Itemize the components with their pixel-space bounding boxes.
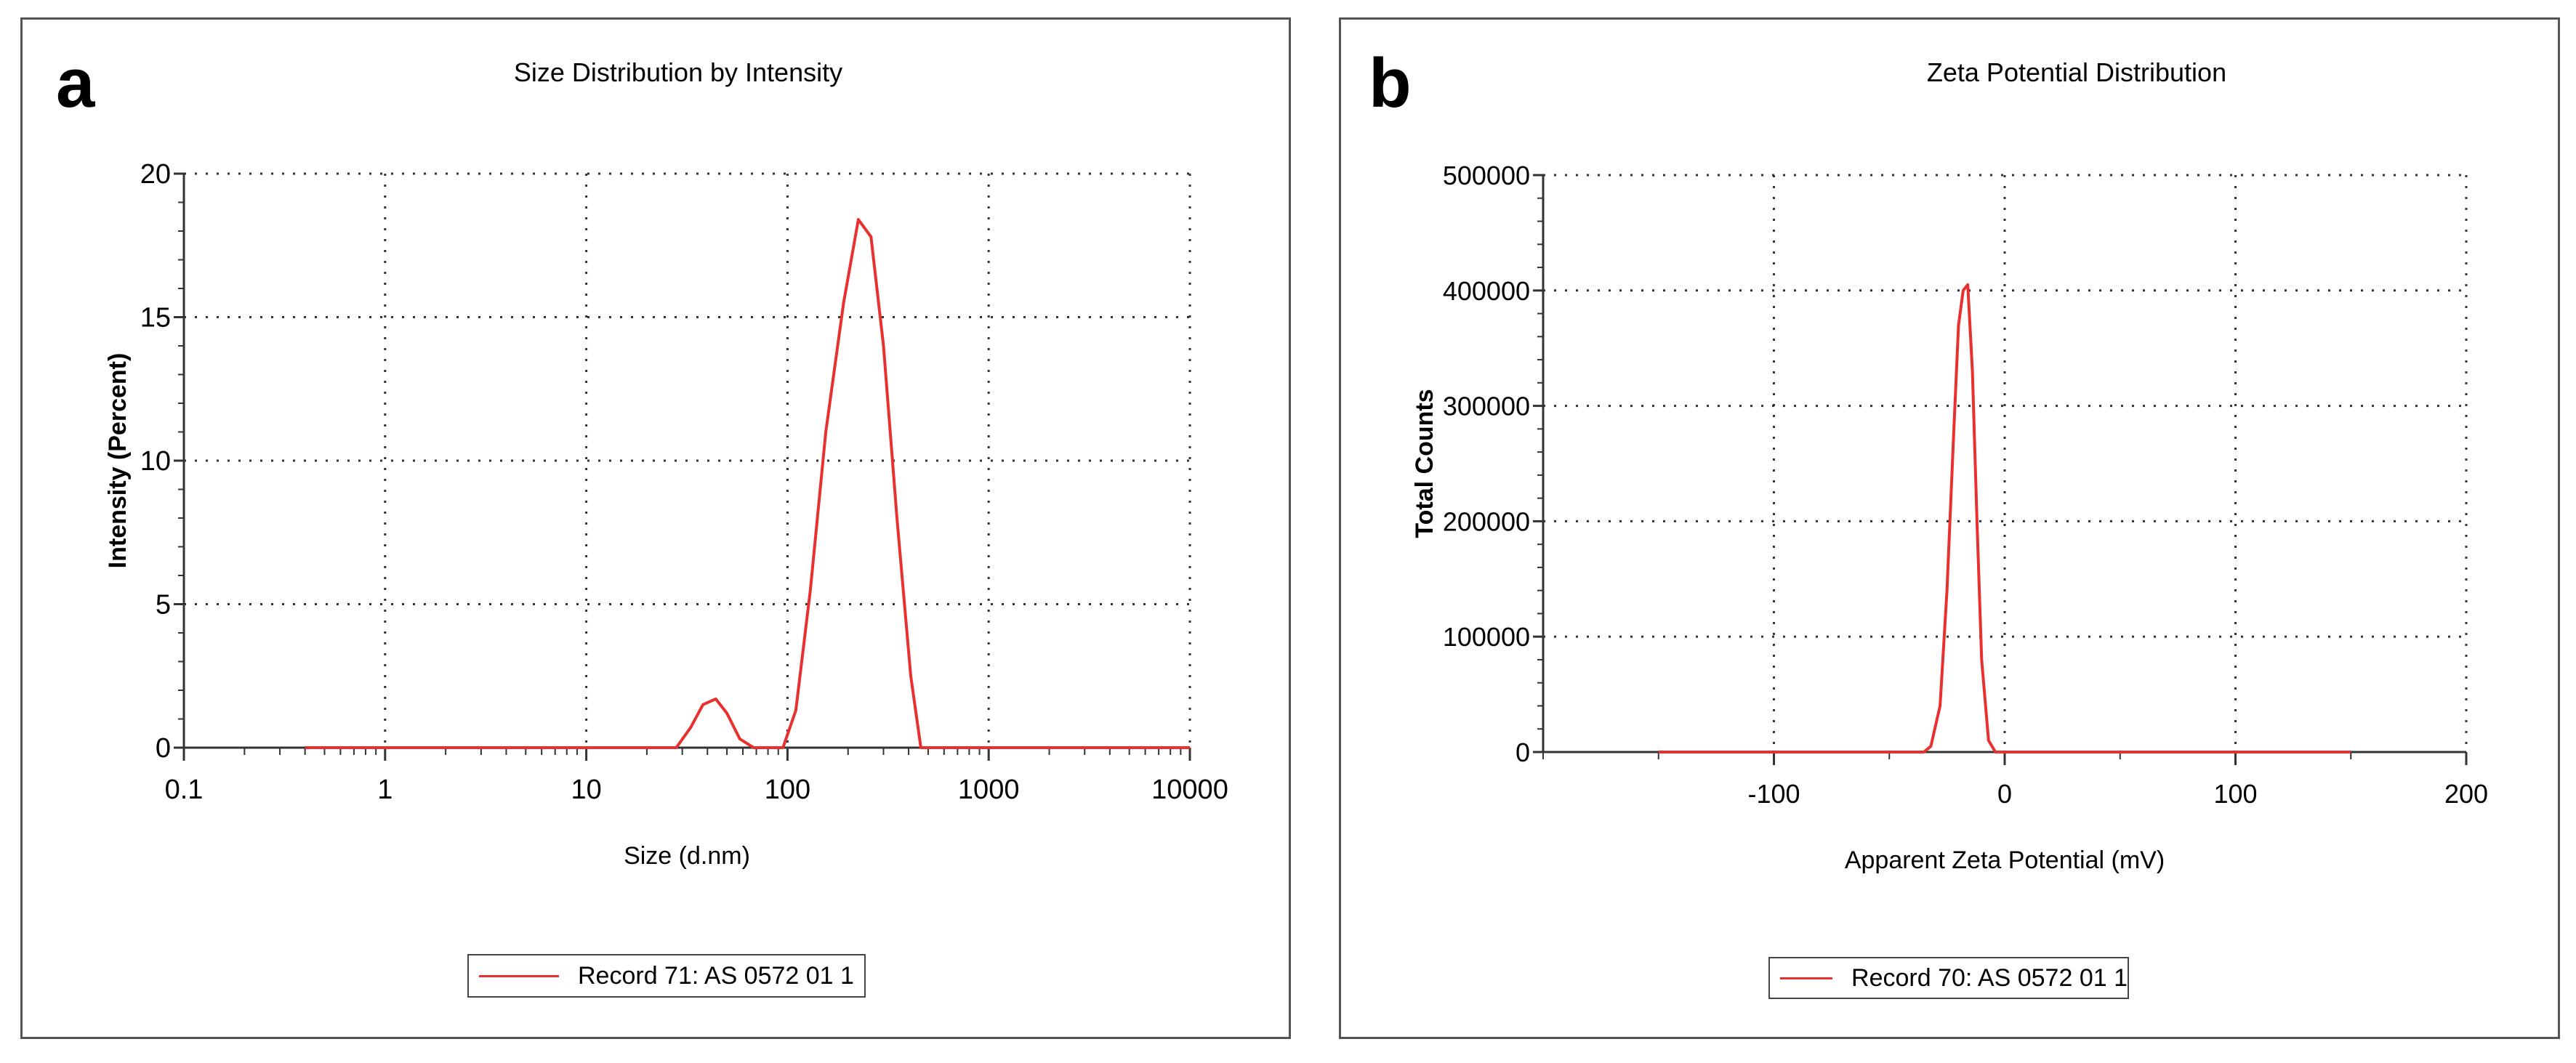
legend-swatch-a: [479, 974, 559, 977]
legend-a: Record 71: AS 0572 01 1: [467, 954, 866, 998]
y-tick-label: 300000: [1443, 392, 1530, 421]
x-tick-label: 0.1: [165, 775, 204, 805]
x-tick-label: 200: [2444, 779, 2488, 809]
x-axis-label: Size (d.nm): [624, 842, 750, 870]
x-axis-label: Apparent Zeta Potential (mV): [1845, 846, 2165, 874]
y-tick-label: 500000: [1443, 161, 1530, 190]
x-tick-label: 0: [1997, 779, 2012, 809]
y-tick-label: 15: [140, 303, 171, 334]
y-tick-label: 400000: [1443, 276, 1530, 306]
y-tick-label: 20: [140, 159, 171, 190]
chart-panel-a: a Size Distribution by Intensity 0 5 10 15 2…: [20, 17, 1291, 1039]
y-tick-label: 0: [156, 733, 171, 764]
legend-label-a: Record 71: AS 0572 01 1: [578, 961, 854, 990]
y-axis-label: Total Counts: [1411, 389, 1438, 538]
x-tick-label: 1: [377, 775, 393, 805]
y-tick-label: 0: [1516, 737, 1530, 767]
y-tick-label: 10: [140, 446, 171, 477]
x-tick-label: -100: [1747, 779, 1800, 809]
y-tick-label: 5: [156, 590, 171, 621]
x-tick-label: 1000: [958, 775, 1020, 805]
chart-panel-b: b Zeta Potential Distribution 0 100000 200…: [1339, 17, 2560, 1039]
chart-title-a: Size Distribution by Intensity: [513, 57, 843, 87]
legend-b: Record 70: AS 0572 01 1: [1768, 957, 2129, 999]
x-tick-label: 10: [571, 775, 601, 805]
legend-label-b: Record 70: AS 0572 01 1: [1851, 963, 2128, 992]
series-line: [1658, 283, 2351, 753]
series-line: [305, 218, 1190, 749]
panel-label-a: a: [56, 44, 95, 122]
size-distribution-chart: 0 5 10 15 20 0.1 1 10 100 1000 10000 Size (d.nm) Int…: [104, 159, 1228, 870]
panel-label-b: b: [1369, 44, 1412, 122]
y-tick-label: 200000: [1443, 506, 1530, 536]
legend-swatch-b: [1780, 977, 1833, 979]
zeta-potential-chart: 0 100000 200000 300000 400000 500000 -100 0 100 2…: [1411, 161, 2488, 874]
y-tick-label: 100000: [1443, 622, 1530, 652]
chart-title-b: Zeta Potential Distribution: [1926, 57, 2227, 87]
x-tick-label: 10000: [1151, 775, 1228, 805]
x-tick-label: 100: [2213, 779, 2257, 809]
y-axis-label: Intensity (Percent): [104, 353, 132, 569]
x-tick-label: 100: [765, 775, 810, 805]
